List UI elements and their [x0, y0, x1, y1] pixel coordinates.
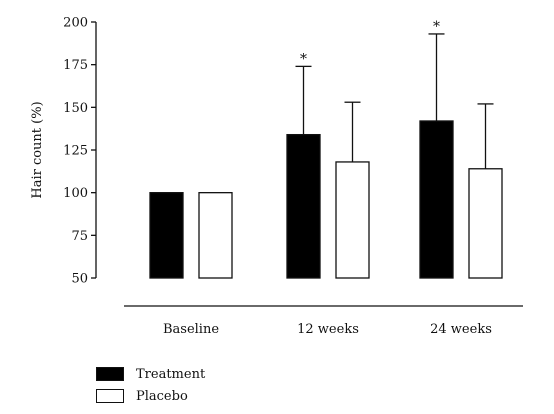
bars: **: [149, 19, 503, 279]
legend-label-treatment: Treatment: [136, 366, 206, 382]
significance-marker: *: [433, 19, 440, 35]
y-tick-label: 75: [71, 229, 88, 244]
bar-treatment: [286, 133, 321, 279]
bar-treatment: [419, 120, 454, 279]
y-axis-title: Hair count (%): [30, 101, 45, 198]
legend-item-treatment: Treatment: [96, 364, 205, 384]
x-category-label: 12 weeks: [297, 322, 359, 337]
significance-marker: *: [300, 51, 307, 67]
legend-label-placebo: Placebo: [136, 388, 188, 404]
y-tick-label: 100: [63, 186, 88, 201]
x-category-label: Baseline: [163, 322, 219, 337]
x-category-label: 24 weeks: [430, 322, 492, 337]
y-tick-label: 50: [71, 272, 88, 287]
bar-treatment: [149, 192, 184, 279]
y-tick-label: 150: [63, 101, 88, 116]
y-tick-label: 175: [63, 58, 88, 73]
y-axis: 50 75 100 125 150 175 200: [63, 16, 97, 287]
bar-placebo: [468, 168, 503, 279]
y-tick-label: 200: [63, 16, 88, 31]
legend: Treatment Placebo: [96, 364, 205, 408]
legend-swatch-placebo: [96, 389, 124, 403]
bar-placebo: [198, 192, 233, 279]
bar-placebo: [335, 161, 370, 279]
legend-item-placebo: Placebo: [96, 386, 205, 406]
legend-swatch-treatment: [96, 367, 124, 381]
x-axis: Baseline 12 weeks 24 weeks: [124, 305, 523, 337]
y-tick-label: 125: [63, 144, 88, 159]
